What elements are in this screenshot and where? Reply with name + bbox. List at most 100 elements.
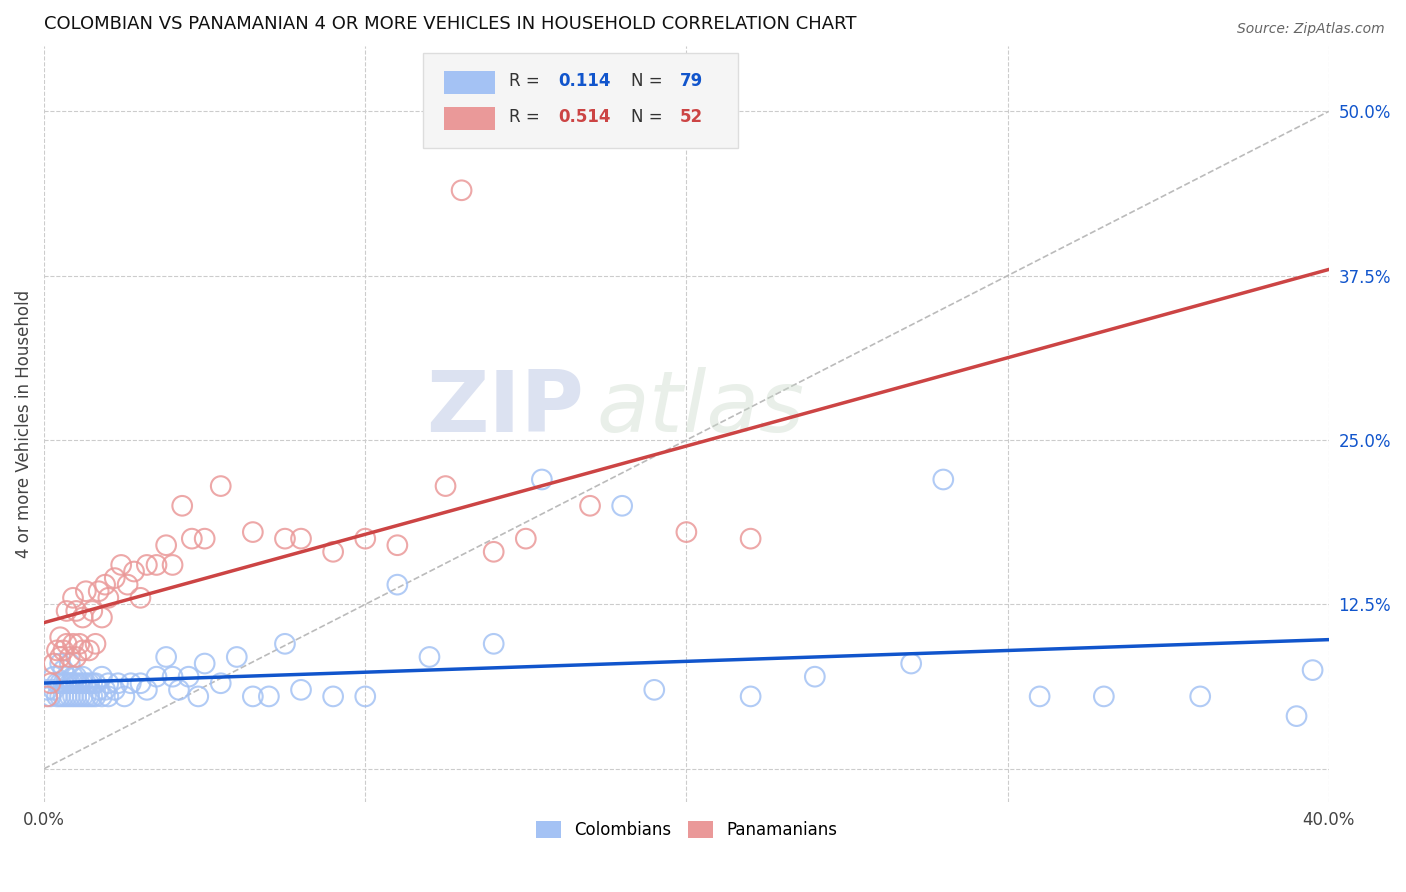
Point: [135, 558, 157, 572]
Point: [90, 670, 112, 684]
Point: [209, 676, 232, 690]
Point: [129, 676, 152, 690]
Point: [172, 499, 194, 513]
Point: [77, 676, 100, 690]
Point: [450, 183, 472, 197]
Point: [155, 538, 177, 552]
Point: [39, 676, 62, 690]
Point: [135, 682, 157, 697]
Text: atlas: atlas: [596, 367, 804, 450]
Point: [97, 676, 120, 690]
Point: [387, 577, 409, 591]
Point: [530, 473, 553, 487]
Point: [209, 479, 232, 493]
Point: [155, 650, 177, 665]
Point: [65, 604, 87, 618]
Point: [55, 637, 77, 651]
Point: [675, 524, 697, 539]
Point: [242, 690, 264, 704]
Point: [129, 591, 152, 605]
Point: [90, 610, 112, 624]
Point: [94, 682, 117, 697]
Point: [354, 532, 377, 546]
Point: [180, 532, 202, 546]
Point: [610, 499, 633, 513]
Point: [59, 657, 82, 671]
Point: [94, 577, 117, 591]
Point: [482, 545, 505, 559]
Point: [1028, 690, 1050, 704]
Point: [120, 676, 142, 690]
Point: [322, 690, 344, 704]
Point: [49, 676, 72, 690]
Point: [418, 650, 440, 665]
Text: 52: 52: [681, 108, 703, 126]
Point: [62, 591, 84, 605]
Point: [55, 670, 77, 684]
Point: [290, 682, 312, 697]
Point: [55, 676, 77, 690]
Point: [515, 532, 537, 546]
Text: ZIP: ZIP: [426, 367, 583, 450]
Point: [49, 657, 72, 671]
Point: [67, 690, 90, 704]
Point: [354, 690, 377, 704]
Point: [387, 538, 409, 552]
Legend: Colombians, Panamanians: Colombians, Panamanians: [529, 814, 844, 847]
Point: [482, 637, 505, 651]
Point: [52, 643, 75, 657]
Text: COLOMBIAN VS PANAMANIAN 4 OR MORE VEHICLES IN HOUSEHOLD CORRELATION CHART: COLOMBIAN VS PANAMANIAN 4 OR MORE VEHICL…: [44, 15, 856, 33]
Point: [37, 690, 59, 704]
FancyBboxPatch shape: [423, 54, 738, 148]
FancyBboxPatch shape: [444, 71, 495, 94]
Point: [1092, 690, 1115, 704]
Point: [75, 690, 97, 704]
Point: [46, 690, 69, 704]
Point: [122, 565, 145, 579]
Point: [87, 682, 110, 697]
Point: [84, 690, 107, 704]
Point: [194, 657, 217, 671]
Point: [162, 670, 184, 684]
Point: [46, 643, 69, 657]
Point: [145, 670, 167, 684]
Point: [112, 690, 135, 704]
Point: [87, 584, 110, 599]
Point: [39, 690, 62, 704]
Point: [97, 591, 120, 605]
Point: [62, 637, 84, 651]
Point: [77, 690, 100, 704]
Point: [110, 558, 132, 572]
Point: [65, 670, 87, 684]
Point: [62, 676, 84, 690]
Point: [242, 524, 264, 539]
Point: [52, 676, 75, 690]
Y-axis label: 4 or more Vehicles in Household: 4 or more Vehicles in Household: [15, 290, 32, 558]
Point: [65, 690, 87, 704]
Point: [194, 532, 217, 546]
Point: [52, 690, 75, 704]
Point: [104, 571, 127, 585]
Point: [740, 532, 762, 546]
Point: [117, 577, 139, 591]
Point: [62, 690, 84, 704]
Point: [187, 690, 209, 704]
Point: [177, 670, 200, 684]
Point: [49, 650, 72, 665]
Point: [643, 682, 665, 697]
Point: [42, 670, 65, 684]
Point: [579, 499, 602, 513]
Point: [84, 676, 107, 690]
FancyBboxPatch shape: [444, 107, 495, 129]
Point: [225, 650, 247, 665]
Point: [1302, 663, 1324, 677]
Point: [77, 643, 100, 657]
Text: 79: 79: [681, 72, 703, 90]
Point: [740, 690, 762, 704]
Point: [82, 604, 104, 618]
Point: [804, 670, 827, 684]
Point: [90, 690, 112, 704]
Point: [65, 650, 87, 665]
Text: 0.514: 0.514: [558, 108, 610, 126]
Point: [59, 676, 82, 690]
